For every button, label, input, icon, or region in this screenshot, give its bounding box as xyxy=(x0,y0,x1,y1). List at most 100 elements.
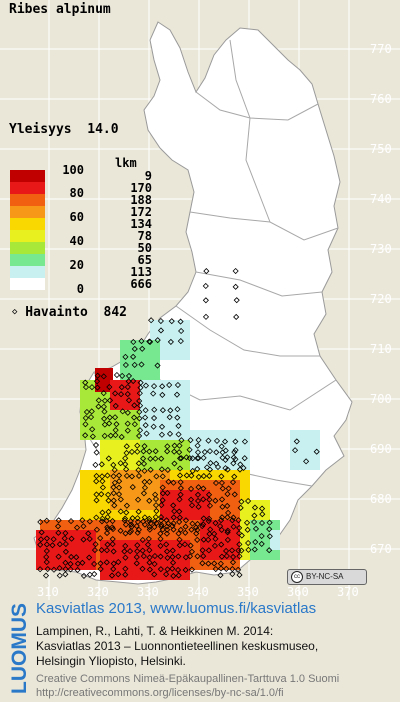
observation-marker xyxy=(153,473,160,480)
observation-marker xyxy=(92,461,99,468)
observation-marker xyxy=(140,455,147,462)
observation-marker xyxy=(175,530,182,537)
observation-marker xyxy=(105,491,112,498)
observation-marker xyxy=(43,517,50,524)
observation-marker xyxy=(158,523,165,530)
legend-count: 65 xyxy=(137,253,152,267)
citation-line-3: Helsingin Yliopisto, Helsinki. xyxy=(36,654,186,668)
observation-marker xyxy=(73,524,81,531)
observation-marker xyxy=(182,523,189,530)
observation-marker xyxy=(146,448,153,455)
observation-marker xyxy=(117,460,124,467)
observation-marker xyxy=(80,523,87,530)
observation-marker xyxy=(106,383,113,391)
observation-marker xyxy=(223,552,230,560)
observation-marker xyxy=(313,448,320,455)
observation-marker xyxy=(101,397,108,404)
observation-marker xyxy=(134,442,141,449)
observation-marker xyxy=(211,560,218,567)
observation-marker xyxy=(245,497,252,505)
observation-marker xyxy=(218,496,226,503)
observation-marker xyxy=(224,502,231,510)
y-tick-label: 700 xyxy=(370,392,392,406)
observation-marker xyxy=(175,572,182,579)
observation-marker xyxy=(171,448,178,455)
observation-marker xyxy=(167,338,174,345)
observation-marker xyxy=(212,479,220,487)
observation-marker xyxy=(104,541,111,548)
observation-marker xyxy=(152,502,160,509)
observation-marker xyxy=(50,536,57,543)
observation-marker xyxy=(88,384,96,391)
observation-marker xyxy=(224,466,231,473)
observation-marker xyxy=(116,478,123,485)
observation-marker xyxy=(93,526,100,533)
observation-marker xyxy=(107,432,114,439)
atlas-title[interactable]: Kasviatlas 2013, www.luomus.fi/kasviatla… xyxy=(36,600,317,617)
legend-percent-label: 20 xyxy=(69,258,84,272)
observation-marker xyxy=(187,542,194,549)
observation-marker xyxy=(37,518,44,526)
observation-marker xyxy=(99,484,106,491)
observation-marker xyxy=(62,559,69,566)
observation-marker xyxy=(174,566,182,574)
observation-marker xyxy=(224,527,231,534)
x-tick-label: 320 xyxy=(87,585,109,599)
observation-marker xyxy=(232,438,239,445)
observation-marker xyxy=(122,542,129,550)
observation-marker xyxy=(186,446,193,453)
observation-marker xyxy=(109,541,116,548)
observation-marker xyxy=(109,517,116,525)
observation-marker xyxy=(93,514,100,521)
observation-marker xyxy=(258,540,265,547)
x-tick-label: 340 xyxy=(187,585,209,599)
observation-marker xyxy=(229,479,237,486)
observation-marker xyxy=(154,362,161,369)
observation-marker xyxy=(218,553,225,560)
observation-marker xyxy=(62,530,69,537)
observation-marker xyxy=(109,525,117,533)
observation-marker xyxy=(99,509,106,516)
observation-marker xyxy=(93,491,100,498)
y-tick-label: 760 xyxy=(370,92,392,106)
observation-marker xyxy=(118,433,125,441)
observation-marker xyxy=(174,381,181,389)
observation-marker xyxy=(224,529,231,536)
observation-marker xyxy=(82,432,89,439)
observation-marker xyxy=(115,472,123,479)
observation-marker xyxy=(146,515,153,522)
license-badge[interactable]: cc BY-NC-SA xyxy=(287,569,367,585)
observation-marker xyxy=(236,553,243,560)
observation-marker xyxy=(148,317,155,324)
observation-marker xyxy=(195,503,202,510)
observation-marker xyxy=(131,421,138,428)
observation-marker xyxy=(112,432,119,439)
observation-marker xyxy=(130,377,137,385)
observation-marker xyxy=(245,546,252,553)
observation-marker xyxy=(206,466,214,473)
observation-marker xyxy=(106,414,113,421)
observation-marker xyxy=(243,519,251,526)
observation-marker xyxy=(182,517,190,524)
observation-marker xyxy=(205,517,212,525)
legend-count: 113 xyxy=(130,265,152,279)
observation-marker xyxy=(146,547,153,554)
observation-marker xyxy=(151,517,158,525)
legend-swatch xyxy=(10,278,45,290)
observation-marker xyxy=(219,485,226,492)
observation-marker xyxy=(177,526,184,533)
observation-marker xyxy=(200,496,207,503)
observation-marker xyxy=(97,560,104,567)
legend-count: 170 xyxy=(130,181,152,195)
observation-marker xyxy=(186,553,194,560)
observation-marker xyxy=(80,572,88,579)
observation-marker xyxy=(240,464,247,472)
observation-marker xyxy=(136,397,143,405)
observation-marker xyxy=(115,491,123,498)
observation-marker xyxy=(170,502,177,509)
license-url[interactable]: http://creativecommons.org/licenses/by-n… xyxy=(36,687,284,699)
species-name: Ribes alpinum xyxy=(9,2,111,17)
observation-marker xyxy=(89,426,96,433)
observation-marker xyxy=(139,547,146,554)
observation-marker xyxy=(293,438,300,445)
